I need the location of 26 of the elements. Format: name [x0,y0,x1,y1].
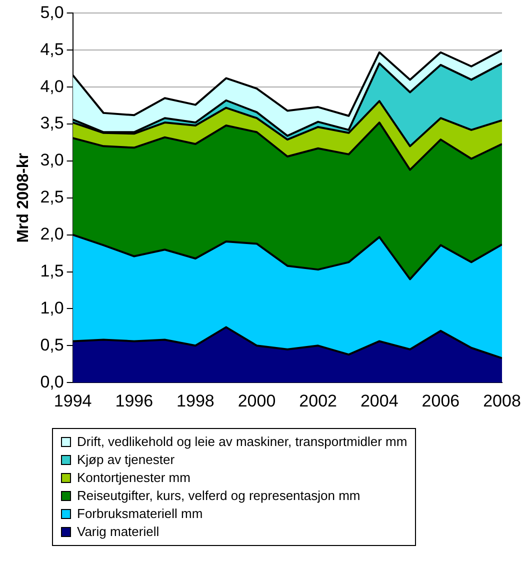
x-tick-label: 1994 [54,391,92,410]
y-axis-title: Mrd 2008-kr [15,152,32,243]
legend-label: Forbruksmateriell mm [77,505,203,523]
y-tick-label: 5,0 [40,2,64,22]
y-tick-label: 4,0 [40,76,64,96]
legend-label: Kjøp av tjenester [77,451,175,469]
x-tick-label: 2002 [299,391,337,410]
x-tick-label: 1998 [176,391,214,410]
x-tick-label: 2006 [422,391,460,410]
legend-label: Kontortjenester mm [77,469,190,487]
legend-label: Reiseutgifter, kurs, velferd og representasjon mm [77,487,360,505]
y-tick-label: 0,0 [40,372,64,392]
y-tick-label: 2,5 [40,188,64,207]
legend-label: Varig materiell [77,523,160,541]
x-tick-label: 2000 [238,391,276,410]
y-tick-label: 3,0 [40,150,64,170]
y-tick-label: 1,5 [40,261,64,280]
y-tick-label: 1,0 [40,298,64,318]
x-tick-label: 2004 [360,391,398,410]
x-tick-label: 1996 [115,391,154,410]
y-tick-label: 4,5 [40,40,64,59]
y-tick-label: 0,5 [40,335,64,354]
y-tick-label: 2,0 [40,224,64,244]
x-tick-label: 2008 [483,391,521,410]
legend-label: Drift, vedlikehold og leie av maskiner, transportmidler mm [77,433,408,451]
y-tick-label: 3,5 [40,114,64,133]
